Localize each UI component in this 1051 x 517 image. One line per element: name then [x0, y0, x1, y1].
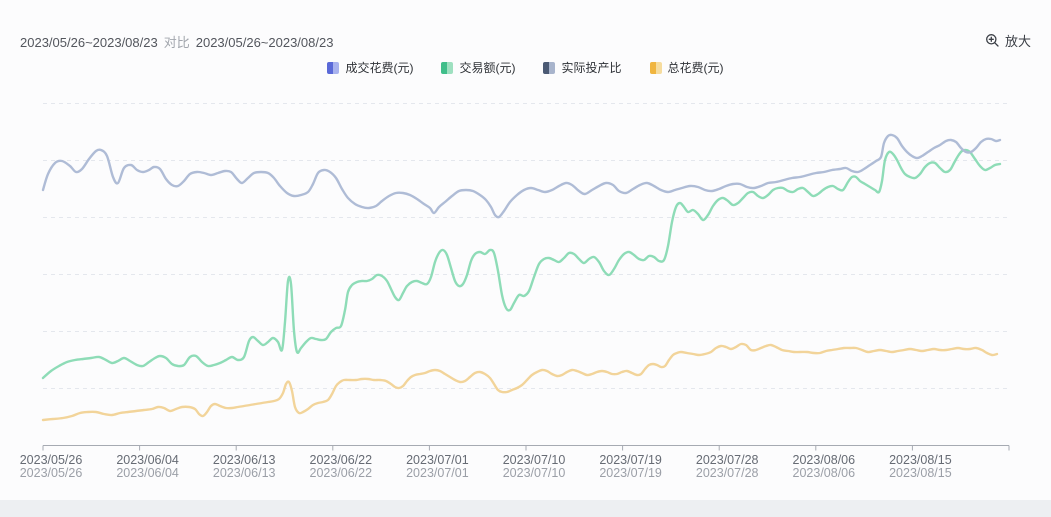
x-axis-label-row1: 2023/07/19 [599, 453, 662, 467]
legend-swatch-icon [441, 61, 454, 74]
date-range-header: 2023/05/26~2023/08/23 对比 2023/05/26~2023/0… [20, 32, 333, 51]
legend-item-total-spend[interactable]: 总花费(元) [649, 59, 724, 76]
legend-item-actual-roi[interactable]: 实际投产比 [543, 59, 622, 76]
x-axis-label-row2: 2023/07/28 [696, 466, 759, 480]
x-axis-label-row1: 2023/06/04 [116, 453, 179, 467]
x-axis-label-row1: 2023/06/22 [310, 453, 373, 467]
legend-swatch-icon [327, 61, 340, 74]
magnifier-plus-icon [985, 33, 1000, 48]
x-axis-label-row2: 2023/08/06 [793, 466, 856, 480]
series-line-总花费(元) [41, 342, 999, 422]
legend-label: 实际投产比 [561, 61, 622, 75]
x-axis-label-row1: 2023/06/13 [213, 453, 276, 467]
date-range-secondary: 2023/05/26~2023/08/23 [195, 35, 334, 50]
legend-label: 成交花费(元) [345, 61, 414, 75]
x-axis-label-row1: 2023/05/26 [20, 453, 83, 467]
zoom-in-label: 放大 [1004, 34, 1031, 49]
chart-legend: 成交花费(元) 交易额(元) 实际投产比 总花费(元) [0, 59, 1051, 76]
x-axis-label-row2: 2023/06/04 [116, 466, 179, 480]
series-line-实际投产比 [41, 133, 1002, 219]
legend-swatch-icon [649, 61, 662, 74]
x-axis-label-row2: 2023/06/22 [310, 466, 373, 480]
x-axis-label-row1: 2023/08/06 [793, 453, 856, 467]
x-axis-label-row2: 2023/05/26 [20, 466, 83, 480]
x-axis-label-row2: 2023/07/10 [503, 466, 566, 480]
chart-card: 2023/05/26~2023/08/23 对比 2023/05/26~2023/0… [0, 0, 1051, 500]
legend-swatch-icon [543, 61, 556, 74]
x-axis-label-row2: 2023/08/15 [889, 466, 952, 480]
x-axis-label-row2: 2023/06/13 [213, 466, 276, 480]
x-axis-label-row1: 2023/07/10 [503, 453, 566, 467]
compare-label: 对比 [163, 35, 190, 50]
date-range-primary: 2023/05/26~2023/08/23 [20, 35, 158, 50]
zoom-in-button[interactable]: 放大 [985, 31, 1031, 50]
x-axis-label-row1: 2023/08/15 [889, 453, 952, 467]
series-line-交易额(元) [41, 148, 1002, 380]
legend-item-deal-spend[interactable]: 成交花费(元) [327, 59, 413, 76]
legend-label: 总花费(元) [667, 61, 724, 75]
x-axis-label-row2: 2023/07/01 [406, 466, 469, 480]
x-axis-label-row2: 2023/07/19 [599, 466, 662, 480]
x-axis-label-row1: 2023/07/01 [406, 453, 469, 467]
legend-label: 交易额(元) [459, 61, 516, 75]
legend-item-transaction-amount[interactable]: 交易额(元) [441, 59, 515, 76]
x-axis-label-row1: 2023/07/28 [696, 453, 759, 467]
